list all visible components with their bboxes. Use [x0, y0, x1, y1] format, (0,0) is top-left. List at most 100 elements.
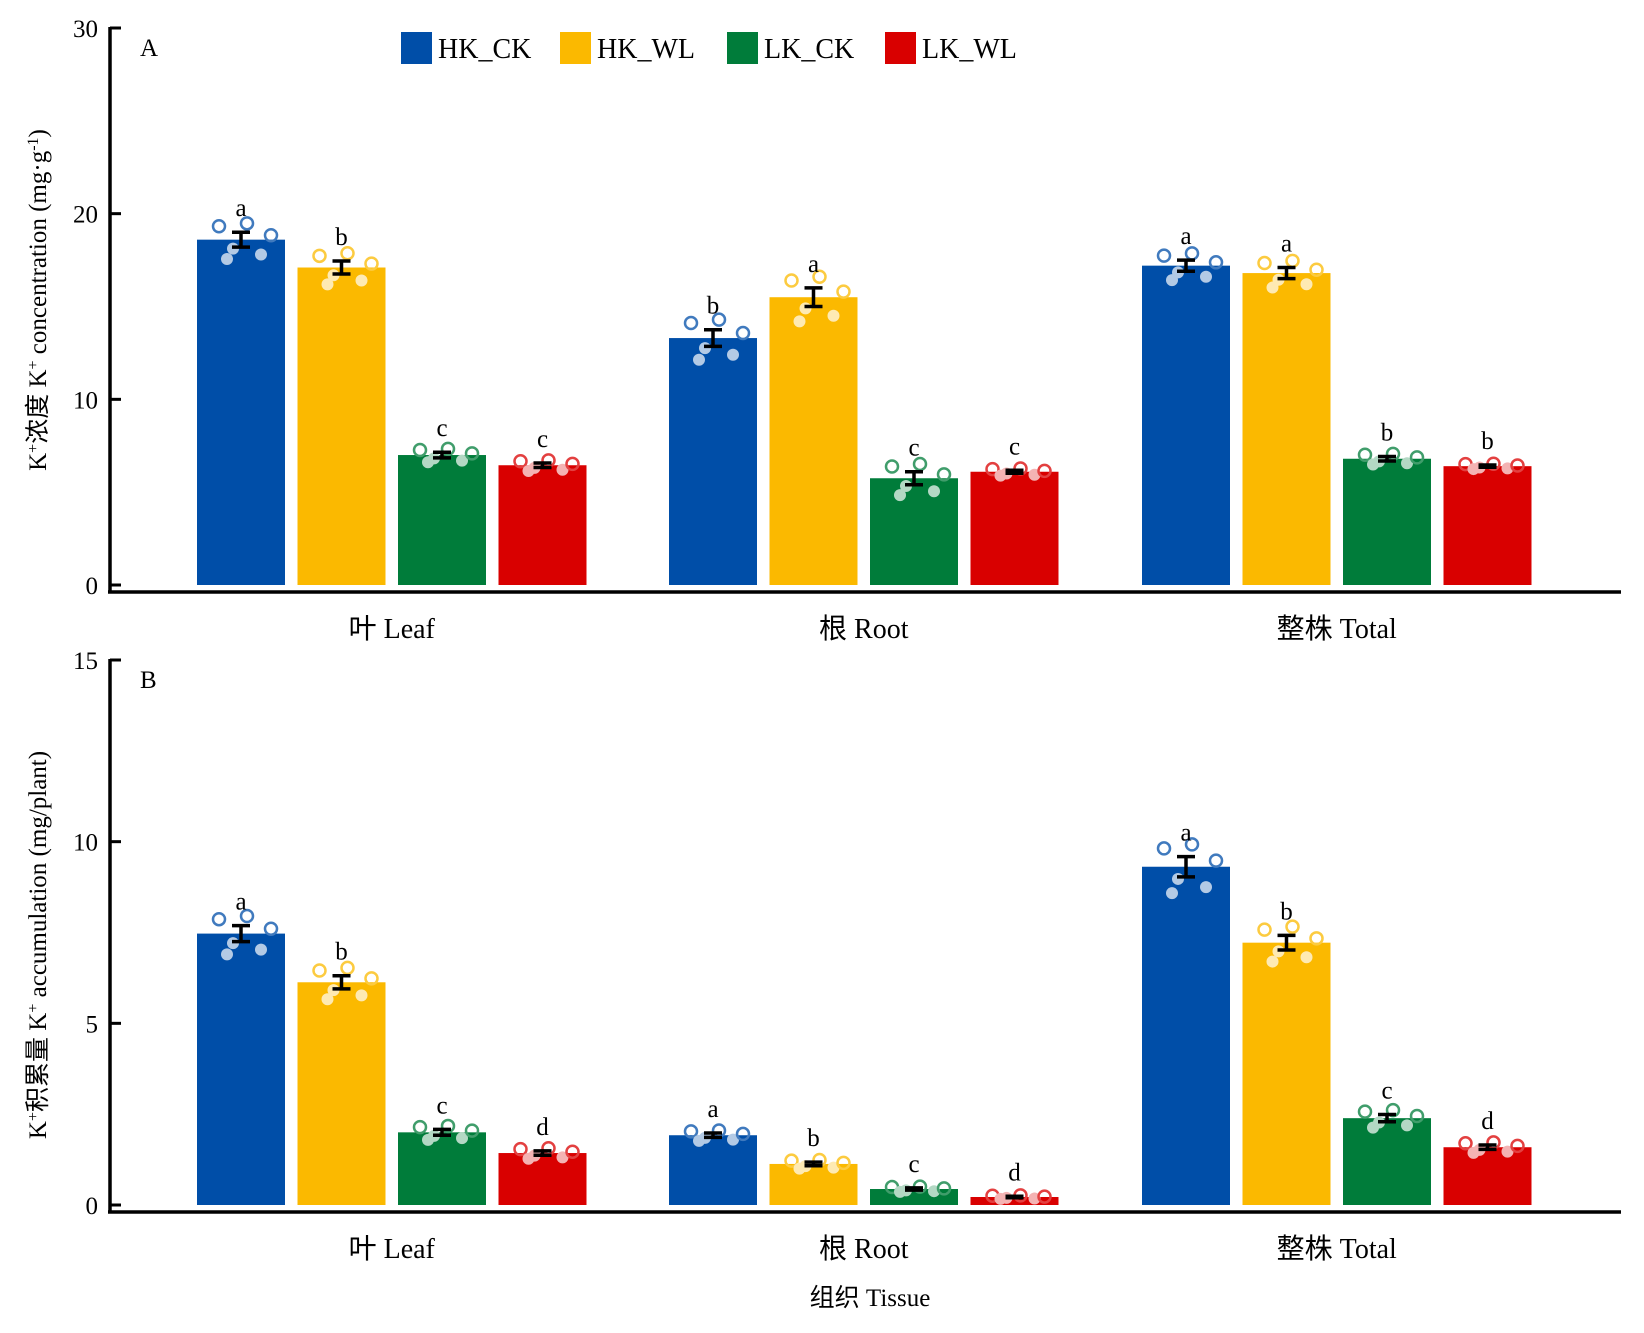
error-bar [1478, 1143, 1497, 1152]
replicate-point [1510, 458, 1525, 473]
replicate-point [1458, 1136, 1473, 1151]
error-bar [1478, 463, 1497, 470]
x-tick-label: 整株 Total [1277, 613, 1397, 645]
replicate-point [412, 442, 428, 458]
replicate-point [422, 456, 434, 469]
bar-hk-wl [1242, 273, 1331, 585]
bar-hk-ck [669, 1135, 757, 1205]
x-axis-title: 组织 Tissue [810, 1284, 931, 1312]
replicate-point [1156, 841, 1172, 856]
replicate-point [565, 1144, 580, 1159]
significance-letter: d [1481, 1108, 1494, 1135]
bar-lk-wl [1443, 1147, 1532, 1205]
legend-item-lk-wl: LK_WL [885, 32, 1017, 65]
replicate-point [440, 1118, 456, 1134]
replicate-point [355, 274, 368, 287]
significance-letter: a [235, 889, 246, 916]
replicate-point [340, 245, 355, 261]
replicate-point [1510, 1138, 1525, 1154]
replicate-point [735, 325, 751, 341]
replicate-point [1401, 457, 1413, 470]
replicate-point [340, 960, 355, 976]
significance-letter: c [436, 415, 447, 442]
replicate-point [836, 1155, 851, 1171]
replicate-point [1208, 853, 1224, 868]
replicate-point [1367, 1121, 1379, 1134]
panel-b: 0 5 10 15 B K+积累量 K+ accumulation (mg/plant) 叶… [24, 648, 1621, 1265]
bar-hk-ck [1142, 866, 1230, 1205]
legend: HK_CK HK_WL LK_CK LK_WL [401, 32, 1017, 65]
significance-letter: a [808, 251, 819, 278]
replicate-point [784, 273, 799, 288]
legend-swatch [885, 32, 916, 64]
replicate-point [1300, 951, 1313, 964]
bar-hk-wl [1242, 942, 1331, 1205]
bar-lk-wl [498, 1153, 587, 1205]
replicate-point [1409, 450, 1425, 465]
bar-hk-ck [669, 338, 757, 585]
replicate-point [693, 1134, 705, 1147]
significance-letter: c [537, 426, 548, 453]
error-bar [332, 259, 351, 276]
replicate-point [456, 454, 468, 467]
error-bar [804, 1160, 823, 1168]
replicate-point [211, 911, 227, 927]
bar-hk-ck [197, 239, 285, 585]
replicate-point [565, 456, 580, 472]
y-tick-label: 5 [86, 1011, 99, 1038]
replicate-point [1401, 1119, 1413, 1132]
replicate-point [912, 456, 928, 472]
bar-hk-wl [297, 267, 386, 585]
replicate-point [727, 1133, 739, 1146]
replicate-point [412, 1119, 428, 1135]
replicate-point [693, 353, 705, 366]
replicate-point [1257, 922, 1272, 937]
panel-label: B [140, 667, 157, 694]
error-bar [232, 230, 250, 249]
significance-letter: a [1281, 231, 1292, 258]
significance-letter: a [1180, 820, 1191, 847]
error-bar [1378, 1112, 1396, 1124]
significance-letter: c [436, 1092, 447, 1119]
replicate-point [799, 302, 812, 315]
y-tick-label: 0 [86, 573, 99, 600]
bar-hk-ck [197, 933, 285, 1205]
replicate-point [827, 309, 840, 322]
legend-item-hk-wl: HK_WL [560, 32, 695, 65]
x-tick-label: 叶 Leaf [349, 614, 436, 645]
error-bar [433, 450, 451, 460]
legend-label: HK_WL [597, 34, 695, 65]
x-tick-label: 整株 Total [1277, 1233, 1397, 1265]
bar-lk-wl [970, 1197, 1059, 1205]
bar-lk-ck [398, 1132, 486, 1205]
replicate-point [1357, 1104, 1373, 1119]
error-bar [1277, 265, 1296, 281]
replicate-point [312, 248, 327, 264]
replicate-point [1467, 463, 1480, 476]
bar-hk-wl [769, 297, 858, 585]
replicate-point [221, 948, 233, 961]
replicate-point [1266, 955, 1279, 968]
y-tick-label: 10 [73, 830, 98, 857]
replicate-point [1467, 1146, 1480, 1159]
replicate-point [1166, 887, 1178, 900]
replicate-point [464, 1123, 480, 1138]
significance-letter: b [1280, 898, 1293, 925]
replicate-point [1309, 262, 1324, 277]
panel-label: A [140, 35, 158, 62]
replicate-point [1257, 255, 1272, 271]
significance-letter: d [1008, 1159, 1021, 1186]
replicate-point [711, 312, 727, 327]
significance-letter: a [1180, 223, 1191, 250]
replicate-point [239, 908, 255, 924]
y-axis-title: K+积累量 K+ accumulation (mg/plant) [24, 751, 52, 1139]
replicate-point [211, 219, 227, 234]
replicate-point [1184, 837, 1200, 852]
replicate-point [1156, 248, 1172, 263]
bar-hk-ck [1142, 265, 1230, 585]
replicate-point [1300, 278, 1313, 291]
replicate-point [1285, 919, 1300, 934]
replicate-point [683, 1124, 699, 1139]
significance-letter: b [807, 1125, 820, 1152]
replicate-point [793, 315, 806, 328]
